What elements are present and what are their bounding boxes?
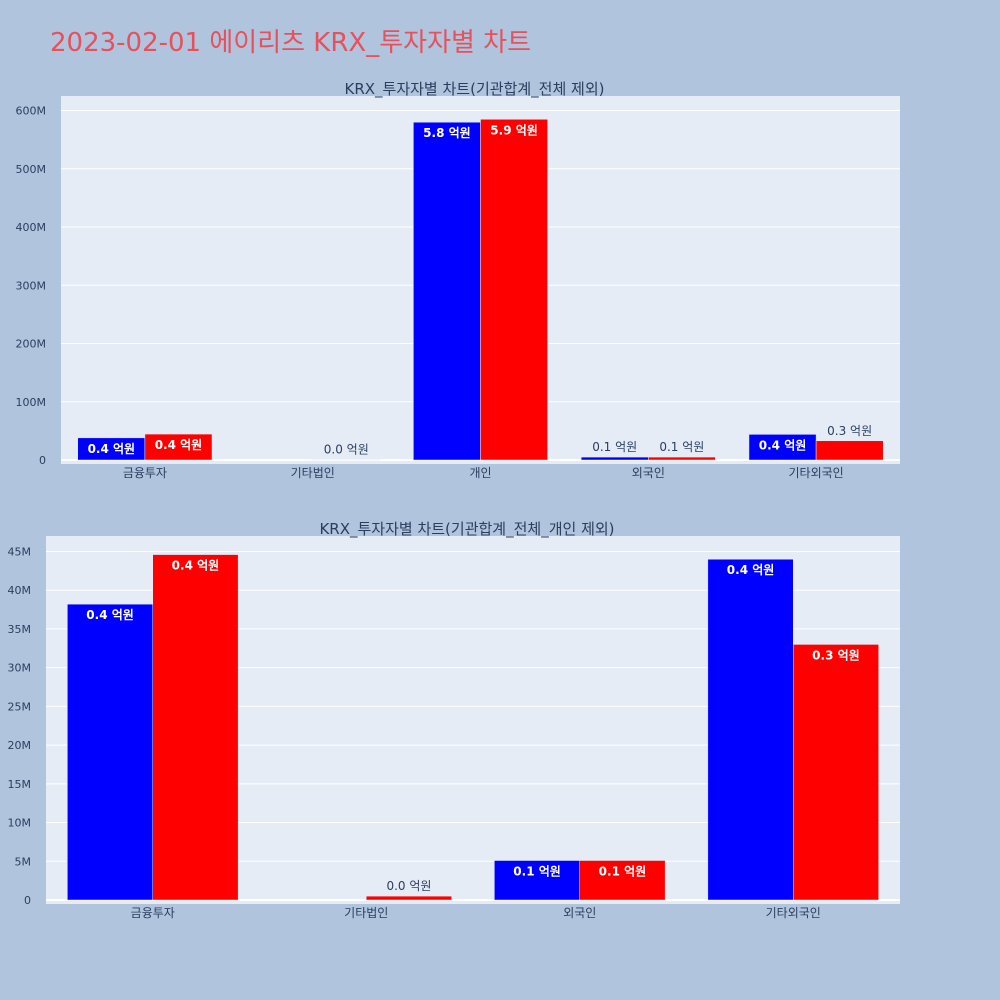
y-tick-label: 0 <box>39 454 46 467</box>
data-label: 0.1 억원 <box>592 440 637 454</box>
y-tick-label: 40M <box>8 584 32 597</box>
y-tick-label: 30M <box>8 662 32 675</box>
data-label: 0.0 억원 <box>386 879 431 893</box>
bar <box>480 119 548 461</box>
data-label: 0.1 억원 <box>599 865 647 879</box>
x-tick-label: 기타법인 <box>291 466 335 480</box>
data-label: 0.0 억원 <box>324 443 369 457</box>
y-tick-label: 20M <box>8 739 32 752</box>
bar <box>413 121 481 461</box>
data-label: 0.1 억원 <box>513 865 561 879</box>
bar <box>793 644 879 901</box>
bar <box>707 558 794 901</box>
bar <box>815 440 884 461</box>
data-label: 0.4 억원 <box>88 442 136 456</box>
page-title: 2023-02-01 에이리츠 KRX_투자자별 차트 <box>50 28 532 58</box>
y-tick-label: 45M <box>8 545 32 558</box>
bar <box>580 456 649 461</box>
y-tick-label: 5M <box>15 855 32 868</box>
data-label: 0.4 억원 <box>172 559 220 573</box>
data-label: 0.1 억원 <box>659 440 704 454</box>
chart-title: KRX_투자자별 차트(기관합계_전체_개인 제외) <box>319 520 614 539</box>
data-label: 0.4 억원 <box>86 608 134 622</box>
data-label: 0.3 억원 <box>827 424 872 438</box>
y-tick-label: 10M <box>8 817 32 830</box>
y-tick-label: 600M <box>16 105 47 118</box>
data-label: 0.4 억원 <box>155 438 203 452</box>
y-tick-label: 300M <box>16 279 47 292</box>
y-tick-label: 35M <box>8 623 32 636</box>
y-tick-label: 500M <box>16 163 47 176</box>
x-tick-label: 개인 <box>469 466 491 480</box>
x-tick-label: 기타외국인 <box>788 466 843 480</box>
data-label: 0.3 억원 <box>812 648 860 662</box>
y-tick-label: 100M <box>16 396 47 409</box>
bar <box>144 433 213 461</box>
data-label: 0.4 억원 <box>727 563 775 577</box>
data-label: 5.9 억원 <box>490 123 538 137</box>
chart-title: KRX_투자자별 차트(기관합계_전체 제외) <box>345 80 605 99</box>
x-tick-label: 금융투자 <box>131 906 175 920</box>
y-tick-label: 0 <box>24 894 31 907</box>
bar <box>748 434 817 461</box>
bar <box>67 603 153 901</box>
bar <box>579 860 666 901</box>
y-tick-label: 15M <box>8 778 32 791</box>
x-tick-label: 금융투자 <box>123 466 167 480</box>
y-tick-label: 200M <box>16 338 47 351</box>
data-label: 0.4 억원 <box>759 438 807 452</box>
x-tick-label: 외국인 <box>632 466 665 480</box>
bar <box>648 456 716 461</box>
x-tick-label: 기타법인 <box>344 906 388 920</box>
bar <box>494 860 581 901</box>
bar <box>366 895 452 901</box>
x-tick-label: 기타외국인 <box>766 906 821 920</box>
y-tick-label: 25M <box>8 700 32 713</box>
bar <box>152 554 239 901</box>
x-tick-label: 외국인 <box>563 906 596 920</box>
y-tick-label: 400M <box>16 221 47 234</box>
data-label: 5.8 억원 <box>423 126 471 140</box>
